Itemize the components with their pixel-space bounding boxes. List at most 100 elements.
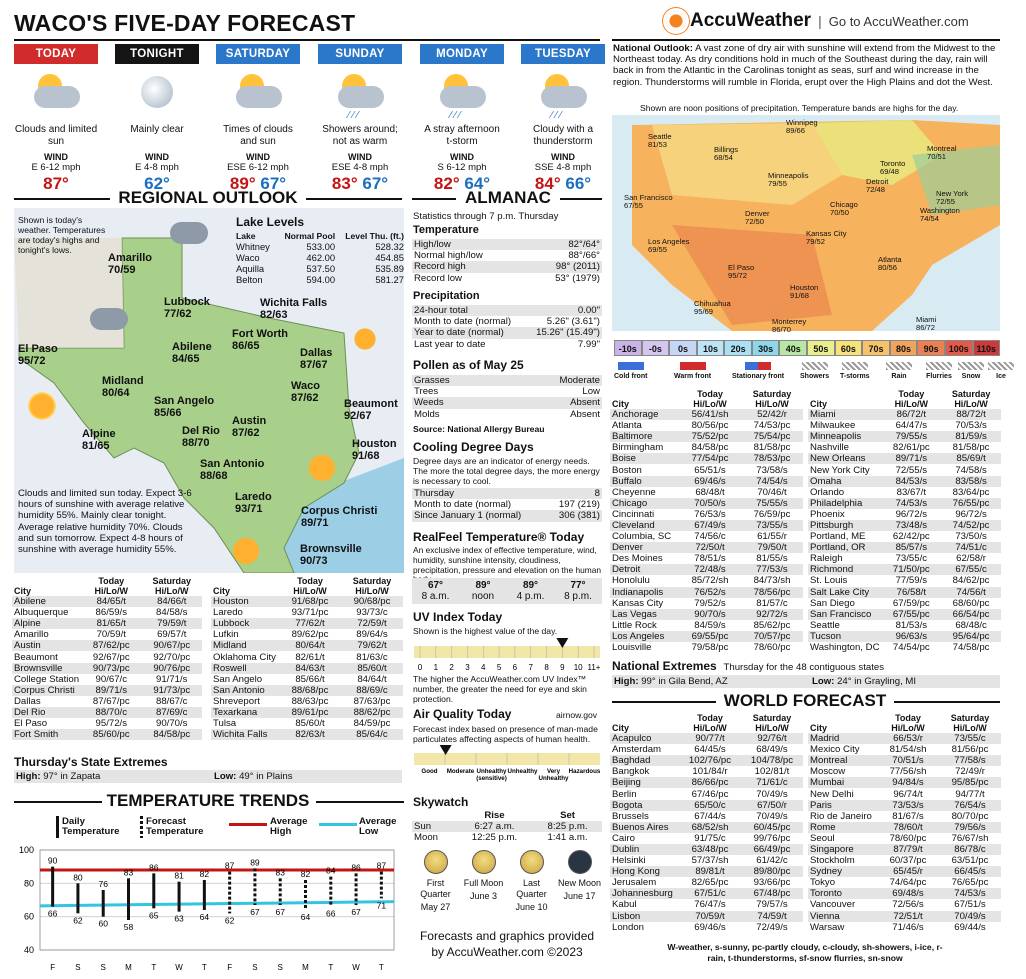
city-name: San Antonio: [200, 458, 265, 470]
almanac-row: Normal high/low 88°/66°: [412, 250, 602, 261]
skywatch-title: Skywatch: [413, 795, 469, 809]
brand[interactable]: AccuWeather | Go to AccuWeather.com: [666, 10, 969, 32]
day-description: Clouds and limited sun: [14, 124, 98, 147]
aq-pointer: [439, 745, 452, 755]
wind-value: E 4-8 mph: [135, 162, 179, 173]
table-row: Baltimore 75/52/pc 75/54/pc: [610, 431, 803, 443]
day-tick: S: [75, 963, 80, 972]
city-cell: Beaumont: [14, 651, 58, 663]
almanac-row: 24-hour total 0.00": [412, 305, 602, 317]
brand-link[interactable]: Go to AccuWeather.com: [828, 13, 969, 29]
temp-band: 40s: [779, 340, 808, 356]
forecast-cell: 85/72/sh: [691, 575, 729, 587]
forecast-cell: 68/48/t: [695, 486, 725, 498]
city-cell: Acapulco: [610, 733, 679, 745]
city-temps: 79/52: [806, 237, 826, 247]
city-cell: Sydney: [808, 866, 877, 878]
city-name: Chihuahua: [694, 299, 731, 308]
forecast-cell: 70/46/t: [757, 486, 787, 498]
forecast-cell: 67/49/s: [679, 519, 741, 532]
almanac-value: Moderate: [501, 375, 602, 387]
forecast-cell: 89/80/pc: [741, 866, 803, 878]
legend-label: Cold front: [614, 373, 648, 380]
forecast-cell: 74/53/s: [939, 888, 1001, 900]
showers-icon: ⁄ ⁄ ⁄: [318, 64, 402, 124]
city-temps: 93/71: [235, 503, 263, 515]
forecast-cell: 80/56/pc: [691, 420, 729, 432]
sky-row: Sun 6:27 a.m. 8:25 p.m.: [412, 821, 602, 833]
aq-source[interactable]: airnow.gov: [556, 710, 598, 720]
map-city: Denver 72/50: [745, 209, 769, 227]
high-label: 86: [149, 862, 159, 872]
almanac-precip-table: 24-hour total 0.00" Month to date (normal)…: [412, 305, 602, 350]
table-row: Pittsburgh 73/48/s 74/52/pc: [808, 519, 1001, 532]
city-name: Fort Worth: [232, 328, 289, 340]
temp-band: 100s: [944, 340, 973, 356]
forecast-cell: 85/64/c: [341, 729, 403, 741]
city-name: Wichita Falls: [260, 297, 328, 309]
city-cell: Laredo: [213, 607, 243, 619]
forecast-cell: 81/63/c: [356, 651, 388, 663]
day-tick: W: [175, 963, 183, 972]
table-row: Seattle 81/53/s 68/48/c: [808, 620, 1001, 631]
column-header: City: [612, 723, 630, 733]
city-cell: Baltimore: [610, 431, 679, 443]
forecast-cell: 68/48/c: [955, 619, 987, 631]
city-cell: Salt Lake City: [808, 586, 882, 598]
city-cell: Midland: [211, 640, 279, 652]
forecast-cell: 72/55/s: [895, 464, 928, 476]
high-temp: 89°: [229, 174, 256, 193]
table-row: Albuquerque 86/59/s 84/58/s: [12, 607, 202, 618]
wind-label: WIND: [246, 152, 270, 162]
table-row: Denver 72/50/t 79/50/t: [610, 542, 803, 554]
city-name: Winnipeg: [786, 118, 818, 127]
city-cell: Chicago: [610, 497, 679, 509]
forecast-cell: 70/57/pc: [741, 630, 803, 642]
city-cell: Alpine: [12, 618, 82, 630]
high-label: 84: [326, 866, 336, 876]
national-outlook: National Outlook: A vast zone of dry air…: [613, 43, 996, 88]
city-cell: Columbia, SC: [612, 531, 672, 543]
forecast-cell: 73/55/c: [939, 733, 1001, 745]
forecast-day: MONDAY ⁄ ⁄ ⁄ A stray afternoon t-storm WIND…: [420, 44, 504, 194]
day-label: SATURDAY: [216, 44, 300, 64]
almanac-label: Molds: [414, 408, 440, 420]
forecast-cell: 74/58/pc: [952, 642, 990, 654]
table-row: Cheyenne 68/48/t 70/46/t: [610, 487, 803, 498]
table-row: Acapulco 90/77/t 92/76/t: [610, 733, 803, 745]
moon-icon: [471, 850, 496, 874]
map-city: El Paso 95/72: [728, 263, 754, 281]
forecast-cell: 69/48/s: [877, 888, 939, 900]
temp-band: 20s: [724, 340, 752, 356]
forecast-cell: 74/53/pc: [753, 420, 791, 432]
table-row: Vancouver 72/56/s 67/51/s: [808, 899, 1001, 910]
day-tick: W: [352, 963, 360, 972]
city-cell: Bogota: [610, 799, 679, 811]
table-row: College Station 90/67/c 91/71/s: [12, 674, 202, 685]
forecast-cell: 69/57/t: [157, 629, 187, 641]
table-row: Stockholm 60/37/pc 63/51/pc: [808, 855, 1001, 866]
forecast-cell: 62/42/pc: [892, 531, 930, 543]
legend-swatch: [926, 362, 952, 370]
texas-map: [14, 208, 404, 573]
legend-swatch: [841, 362, 868, 370]
almanac-label: Normal high/low: [414, 250, 483, 262]
uv-tick: 11+: [588, 663, 601, 672]
legend-daily: Daily Temperature: [62, 816, 120, 837]
city-cell: Omaha: [808, 475, 882, 487]
forecast-cell: 96/72/s: [895, 508, 928, 520]
table-row: Miami 86/72/t 88/72/t: [808, 409, 1001, 421]
y-tick: 80: [24, 878, 34, 888]
table-row: New Orleans 89/71/s 85/69/t: [808, 453, 1001, 465]
almanac-value: 88°/66°: [568, 250, 600, 262]
forecast-cell: 63/51/pc: [951, 855, 989, 867]
lake-cell: Waco: [236, 252, 260, 263]
uv-tick: 5: [497, 663, 502, 672]
table-row: Tucson 96/63/s 95/64/pc: [808, 630, 1001, 642]
forecast-cell: 93/71/pc: [291, 607, 329, 619]
lake-cell: 581.27: [375, 274, 404, 285]
low-label: 67: [275, 907, 285, 917]
legend-item: Snow: [958, 362, 984, 380]
table-row: Little Rock 84/59/s 85/62/pc: [610, 620, 803, 631]
city-cell: Cleveland: [610, 519, 679, 532]
